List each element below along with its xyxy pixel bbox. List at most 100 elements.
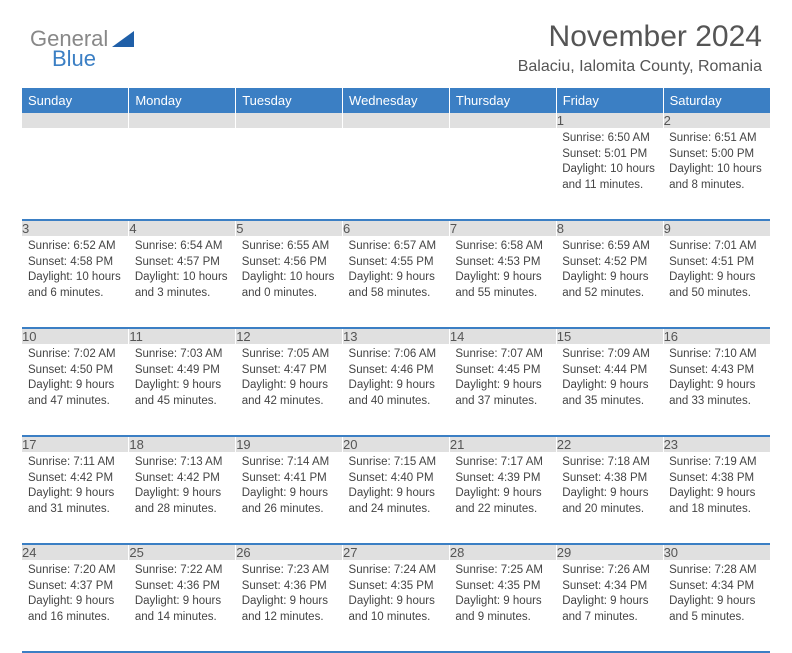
- sunrise-line: Sunrise: 7:26 AM: [562, 564, 650, 576]
- day-cell-body: Sunrise: 7:17 AMSunset: 4:39 PMDaylight:…: [449, 452, 556, 523]
- day-number: 22: [556, 436, 663, 452]
- day-cell-body: Sunrise: 7:23 AMSunset: 4:36 PMDaylight:…: [236, 560, 343, 631]
- sunrise-line: Sunrise: 7:10 AM: [669, 348, 757, 360]
- day-cell-body: Sunrise: 7:01 AM Sunset: 4:51 PM Daylight:…: [663, 236, 770, 307]
- sunrise-line: Sunrise: 7:06 AM: [349, 348, 437, 360]
- daylight-line: Daylight: 9 hours and 14 minutes.: [135, 595, 221, 623]
- sunrise-line: Sunrise: 6:59 AM: [562, 240, 650, 252]
- daynum-row: 24252627282930: [22, 544, 770, 560]
- day-number: 7: [449, 220, 556, 236]
- daylight-line: Daylight: 10 hours and 6 minutes.: [28, 271, 121, 299]
- day-cell-body: Sunrise: 7:05 AMSunset: 4:47 PMDaylight:…: [236, 344, 343, 415]
- day-cell: Sunrise: 6:52 AM Sunset: 4:58 PM Daylight:…: [22, 236, 129, 328]
- sunset-line: Sunset: 4:46 PM: [349, 364, 434, 376]
- day-number: 30: [663, 544, 770, 560]
- sunrise-line: Sunrise: 7:22 AM: [135, 564, 223, 576]
- day-number: 1: [556, 113, 663, 128]
- day-number: 16: [663, 328, 770, 344]
- weekday-sunday: Sunday: [22, 88, 129, 113]
- day-number: [236, 113, 343, 128]
- day-cell-body: Sunrise: 7:14 AMSunset: 4:41 PMDaylight:…: [236, 452, 343, 523]
- sunrise-line: Sunrise: 7:03 AM: [135, 348, 223, 360]
- daylight-line: Daylight: 9 hours and 10 minutes.: [349, 595, 435, 623]
- day-cell-body: Sunrise: 7:11 AMSunset: 4:42 PMDaylight:…: [22, 452, 129, 523]
- sunset-line: Sunset: 4:58 PM: [28, 256, 113, 268]
- day-number: 15: [556, 328, 663, 344]
- daylight-line: Daylight: 9 hours and 42 minutes.: [242, 379, 328, 407]
- day-number: [449, 113, 556, 128]
- daylight-line: Daylight: 9 hours and 7 minutes.: [562, 595, 648, 623]
- sunrise-line: Sunrise: 6:58 AM: [455, 240, 543, 252]
- day-number: 26: [236, 544, 343, 560]
- daylight-line: Daylight: 9 hours and 12 minutes.: [242, 595, 328, 623]
- day-cell: Sunrise: 6:51 AMSunset: 5:00 PMDaylight:…: [663, 128, 770, 220]
- daylight-line: Daylight: 9 hours and 35 minutes.: [562, 379, 648, 407]
- day-number: 6: [343, 220, 450, 236]
- daylight-line: Daylight: 9 hours and 5 minutes.: [669, 595, 755, 623]
- sunset-line: Sunset: 4:45 PM: [455, 364, 540, 376]
- sunrise-line: Sunrise: 6:52 AM: [28, 240, 116, 252]
- daylight-line: Daylight: 9 hours and 47 minutes.: [28, 379, 114, 407]
- sunrise-line: Sunrise: 7:14 AM: [242, 456, 330, 468]
- sunset-line: Sunset: 4:49 PM: [135, 364, 220, 376]
- weekday-row: SundayMondayTuesdayWednesdayThursdayFrid…: [22, 88, 770, 113]
- sunrise-line: Sunrise: 7:02 AM: [28, 348, 116, 360]
- sunset-line: Sunset: 4:38 PM: [562, 472, 647, 484]
- day-number: 5: [236, 220, 343, 236]
- sunset-line: Sunset: 4:36 PM: [135, 580, 220, 592]
- sunrise-line: Sunrise: 7:01 AM: [669, 240, 757, 252]
- daylight-line: Daylight: 10 hours and 3 minutes.: [135, 271, 228, 299]
- sunset-line: Sunset: 4:38 PM: [669, 472, 754, 484]
- sunset-line: Sunset: 4:55 PM: [349, 256, 434, 268]
- day-number: 4: [129, 220, 236, 236]
- day-number: 20: [343, 436, 450, 452]
- week-row: Sunrise: 6:52 AM Sunset: 4:58 PM Daylight:…: [22, 236, 770, 328]
- day-cell-body: Sunrise: 7:28 AMSunset: 4:34 PMDaylight:…: [663, 560, 770, 631]
- calendar-table: SundayMondayTuesdayWednesdayThursdayFrid…: [22, 88, 770, 653]
- day-cell-body: Sunrise: 6:59 AMSunset: 4:52 PMDaylight:…: [556, 236, 663, 307]
- week-row: Sunrise: 7:02 AMSunset: 4:50 PMDaylight:…: [22, 344, 770, 436]
- daylight-line: Daylight: 9 hours and 55 minutes.: [455, 271, 541, 299]
- sunset-line: Sunset: 4:41 PM: [242, 472, 327, 484]
- sunset-line: Sunset: 4:44 PM: [562, 364, 647, 376]
- calendar-head: SundayMondayTuesdayWednesdayThursdayFrid…: [22, 88, 770, 113]
- sunrise-line: Sunrise: 7:19 AM: [669, 456, 757, 468]
- daylight-line: Daylight: 9 hours and 52 minutes.: [562, 271, 648, 299]
- day-cell: Sunrise: 7:10 AMSunset: 4:43 PMDaylight:…: [663, 344, 770, 436]
- sunrise-line: Sunrise: 7:13 AM: [135, 456, 223, 468]
- logo-text-blue-wrap: Blue: [52, 46, 96, 72]
- daylight-line: Daylight: 9 hours and 50 minutes.: [669, 271, 755, 299]
- day-cell-body: Sunrise: 6:52 AM Sunset: 4:58 PM Daylight:…: [22, 236, 129, 307]
- day-number: 9: [663, 220, 770, 236]
- daylight-line: Daylight: 9 hours and 45 minutes.: [135, 379, 221, 407]
- day-cell-body: Sunrise: 7:06 AMSunset: 4:46 PMDaylight:…: [343, 344, 450, 415]
- daylight-line: Daylight: 10 hours and 11 minutes.: [562, 163, 655, 191]
- sunset-line: Sunset: 4:51 PM: [669, 256, 754, 268]
- day-cell: Sunrise: 7:28 AMSunset: 4:34 PMDaylight:…: [663, 560, 770, 652]
- daylight-line: Daylight: 9 hours and 16 minutes.: [28, 595, 114, 623]
- day-number: 24: [22, 544, 129, 560]
- sunset-line: Sunset: 4:35 PM: [349, 580, 434, 592]
- month-title: November 2024: [518, 20, 762, 54]
- sunrise-line: Sunrise: 7:25 AM: [455, 564, 543, 576]
- calendar-body: 12Sunrise: 6:50 AMSunset: 5:01 PMDayligh…: [22, 113, 770, 652]
- sunset-line: Sunset: 4:43 PM: [669, 364, 754, 376]
- daynum-row: 10111213141516: [22, 328, 770, 344]
- day-cell-body: Sunrise: 6:57 AMSunset: 4:55 PMDaylight:…: [343, 236, 450, 307]
- day-cell: Sunrise: 7:13 AMSunset: 4:42 PMDaylight:…: [129, 452, 236, 544]
- day-cell-body: Sunrise: 7:26 AMSunset: 4:34 PMDaylight:…: [556, 560, 663, 631]
- day-number: 21: [449, 436, 556, 452]
- sunrise-line: Sunrise: 7:05 AM: [242, 348, 330, 360]
- day-cell: Sunrise: 7:11 AMSunset: 4:42 PMDaylight:…: [22, 452, 129, 544]
- sunrise-line: Sunrise: 7:18 AM: [562, 456, 650, 468]
- day-number: 14: [449, 328, 556, 344]
- day-number: [129, 113, 236, 128]
- day-cell: Sunrise: 6:55 AMSunset: 4:56 PMDaylight:…: [236, 236, 343, 328]
- day-cell: Sunrise: 7:01 AM Sunset: 4:51 PM Daylight:…: [663, 236, 770, 328]
- day-cell-body: Sunrise: 7:13 AMSunset: 4:42 PMDaylight:…: [129, 452, 236, 523]
- day-cell-body: Sunrise: 6:50 AMSunset: 5:01 PMDaylight:…: [556, 128, 663, 199]
- day-cell-body: Sunrise: 7:07 AMSunset: 4:45 PMDaylight:…: [449, 344, 556, 415]
- day-number: 17: [22, 436, 129, 452]
- day-cell: Sunrise: 7:06 AMSunset: 4:46 PMDaylight:…: [343, 344, 450, 436]
- day-cell: [22, 128, 129, 220]
